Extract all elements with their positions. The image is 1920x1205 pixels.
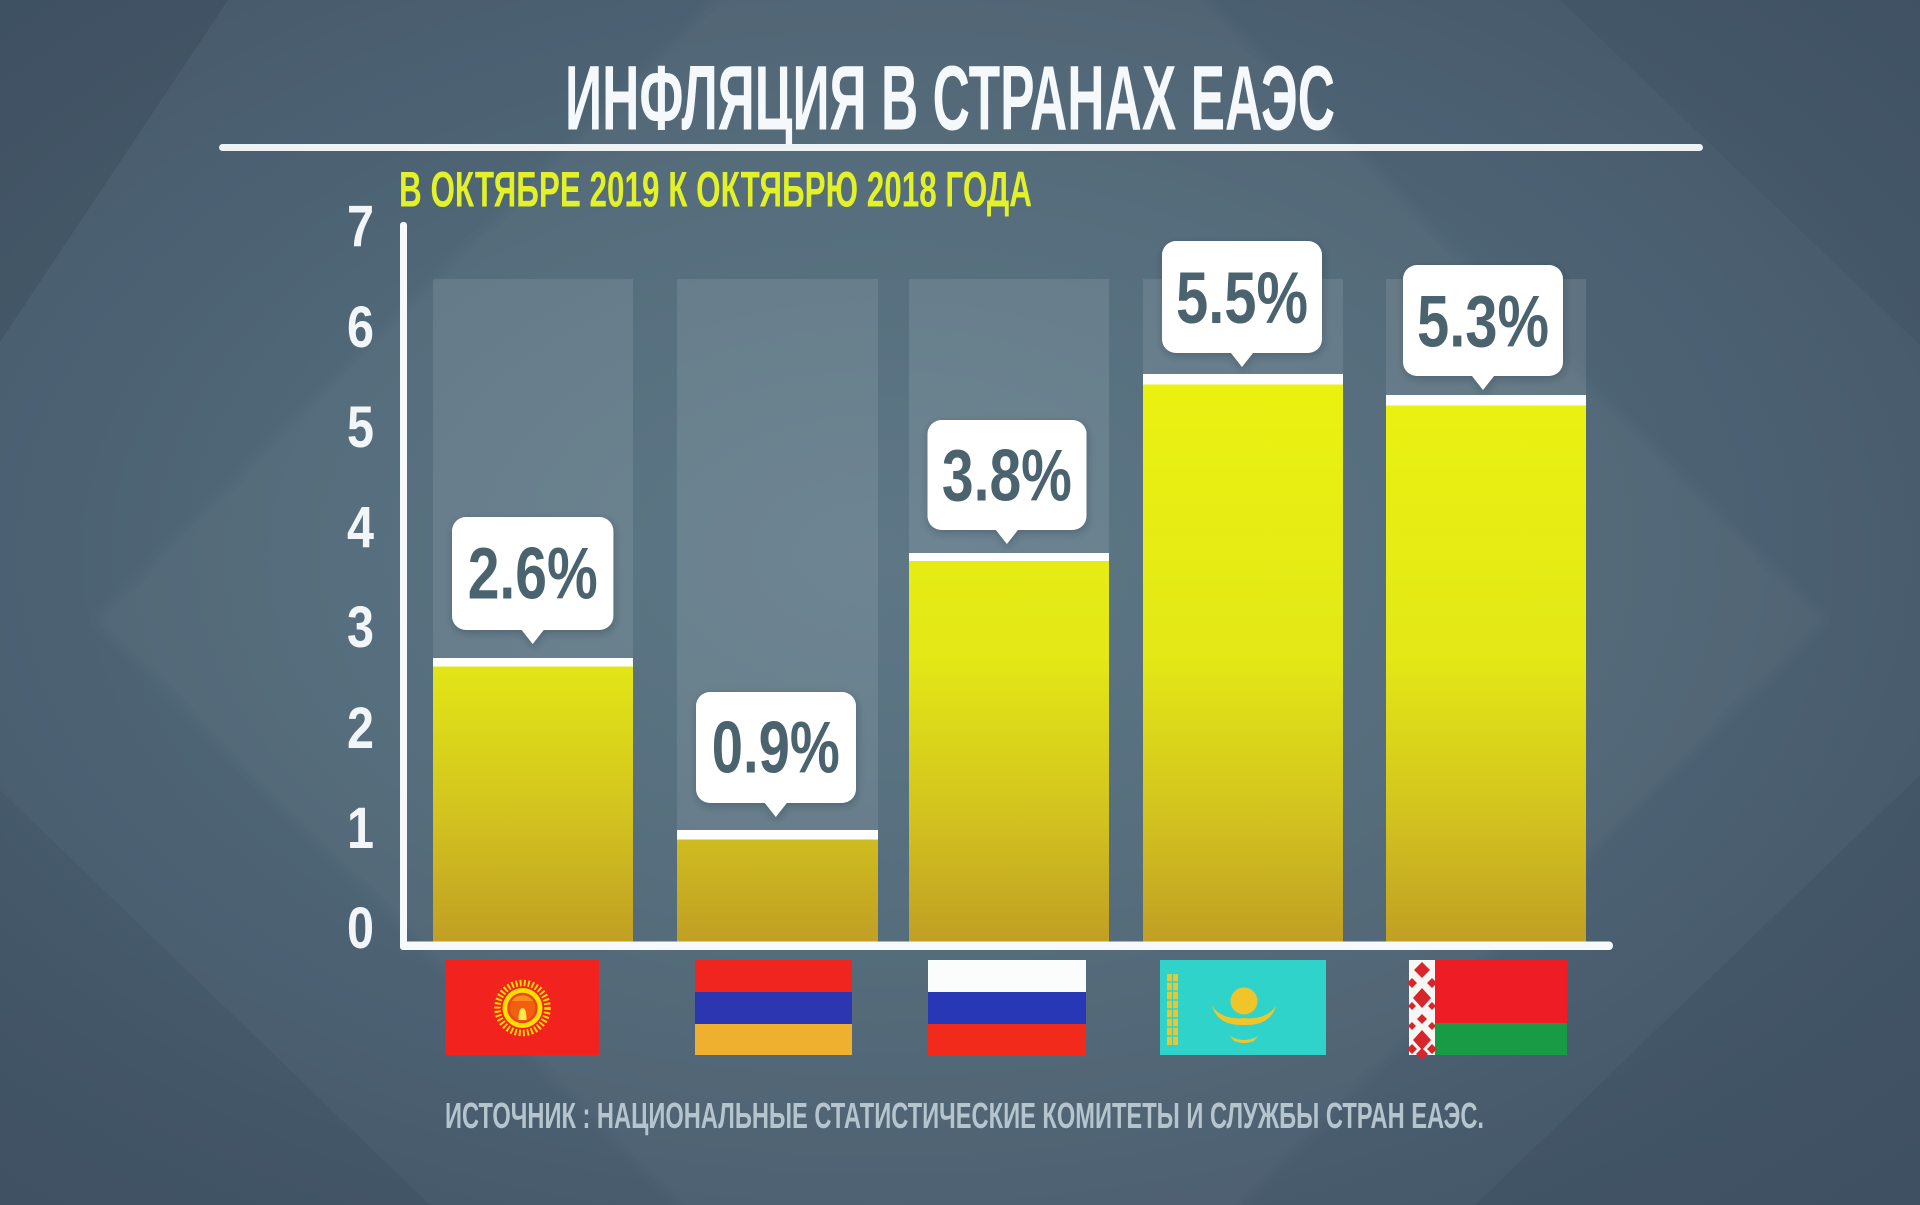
svg-text:5.3%: 5.3% bbox=[1417, 282, 1549, 363]
svg-text:5: 5 bbox=[347, 395, 374, 460]
svg-text:ИСТОЧНИК : НАЦИОНАЛЬНЫЕ СТАТИС: ИСТОЧНИК : НАЦИОНАЛЬНЫЕ СТАТИСТИЧЕСКИЕ К… bbox=[445, 1095, 1484, 1136]
svg-text:ИНФЛЯЦИЯ В СТРАНАХ ЕАЭС: ИНФЛЯЦИЯ В СТРАНАХ ЕАЭС bbox=[565, 48, 1335, 150]
svg-text:1: 1 bbox=[347, 796, 374, 861]
svg-text:В ОКТЯБРЕ 2019 К ОКТЯБРЮ 2018: В ОКТЯБРЕ 2019 К ОКТЯБРЮ 2018 ГОДА bbox=[399, 162, 1032, 218]
svg-text:7: 7 bbox=[347, 194, 374, 259]
svg-text:4: 4 bbox=[347, 495, 374, 560]
svg-text:0: 0 bbox=[347, 896, 374, 961]
svg-text:6: 6 bbox=[347, 295, 374, 360]
svg-text:0.9%: 0.9% bbox=[712, 708, 840, 789]
svg-text:3.8%: 3.8% bbox=[942, 436, 1072, 517]
svg-text:2.6%: 2.6% bbox=[468, 534, 598, 615]
svg-text:5.5%: 5.5% bbox=[1176, 258, 1308, 339]
svg-text:2: 2 bbox=[347, 696, 374, 761]
svg-text:3: 3 bbox=[347, 595, 374, 660]
